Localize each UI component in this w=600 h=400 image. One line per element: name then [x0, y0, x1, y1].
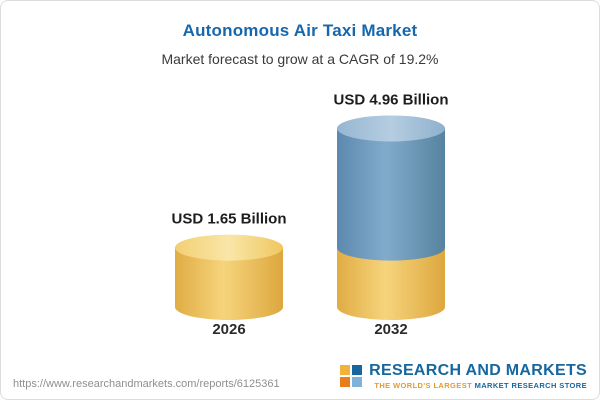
value-label-2032: USD 4.96 Billion: [333, 91, 448, 108]
logo-square-gold: [340, 365, 351, 376]
logo-name: RESEARCH AND MARKETS: [369, 362, 587, 380]
logo-tagline-part1: THE WORLD'S LARGEST: [374, 380, 475, 390]
category-label-2032: 2032: [374, 321, 407, 338]
bar-2026-body: [175, 247, 283, 320]
source-url[interactable]: https://www.researchandmarkets.com/repor…: [13, 378, 280, 390]
bar-2032-blue-segment: [337, 128, 445, 261]
bar-2032-top-cap: [337, 115, 445, 142]
logo-square-lightblue: [352, 377, 363, 388]
page-subtitle: Market forecast to grow at a CAGR of 19.…: [161, 51, 439, 67]
logo-square-blue: [352, 365, 363, 376]
category-label-2026: 2026: [212, 321, 245, 338]
logo-tagline-part2: MARKET RESEARCH STORE: [474, 380, 587, 390]
cylinder-bar-chart-svg: USD 1.65 Billion USD 4.96 Billion 2026 2032: [171, 91, 448, 338]
logo-text: RESEARCH AND MARKETS THE WORLD'S LARGEST…: [369, 362, 587, 390]
logo-tagline: THE WORLD'S LARGEST MARKET RESEARCH STOR…: [369, 380, 587, 390]
research-and-markets-logo: RESEARCH AND MARKETS THE WORLD'S LARGEST…: [340, 362, 587, 390]
bar-chart: USD 1.65 Billion USD 4.96 Billion 2026 2032: [1, 73, 599, 373]
bar-2026-top-cap: [175, 234, 283, 261]
logo-square-orange: [340, 377, 351, 388]
page-title: Autonomous Air Taxi Market: [182, 21, 418, 40]
bar-2032-base-segment: [337, 247, 445, 320]
footer: https://www.researchandmarkets.com/repor…: [1, 355, 599, 399]
logo-squares-icon: [340, 365, 363, 388]
value-label-2026: USD 1.65 Billion: [171, 211, 286, 228]
